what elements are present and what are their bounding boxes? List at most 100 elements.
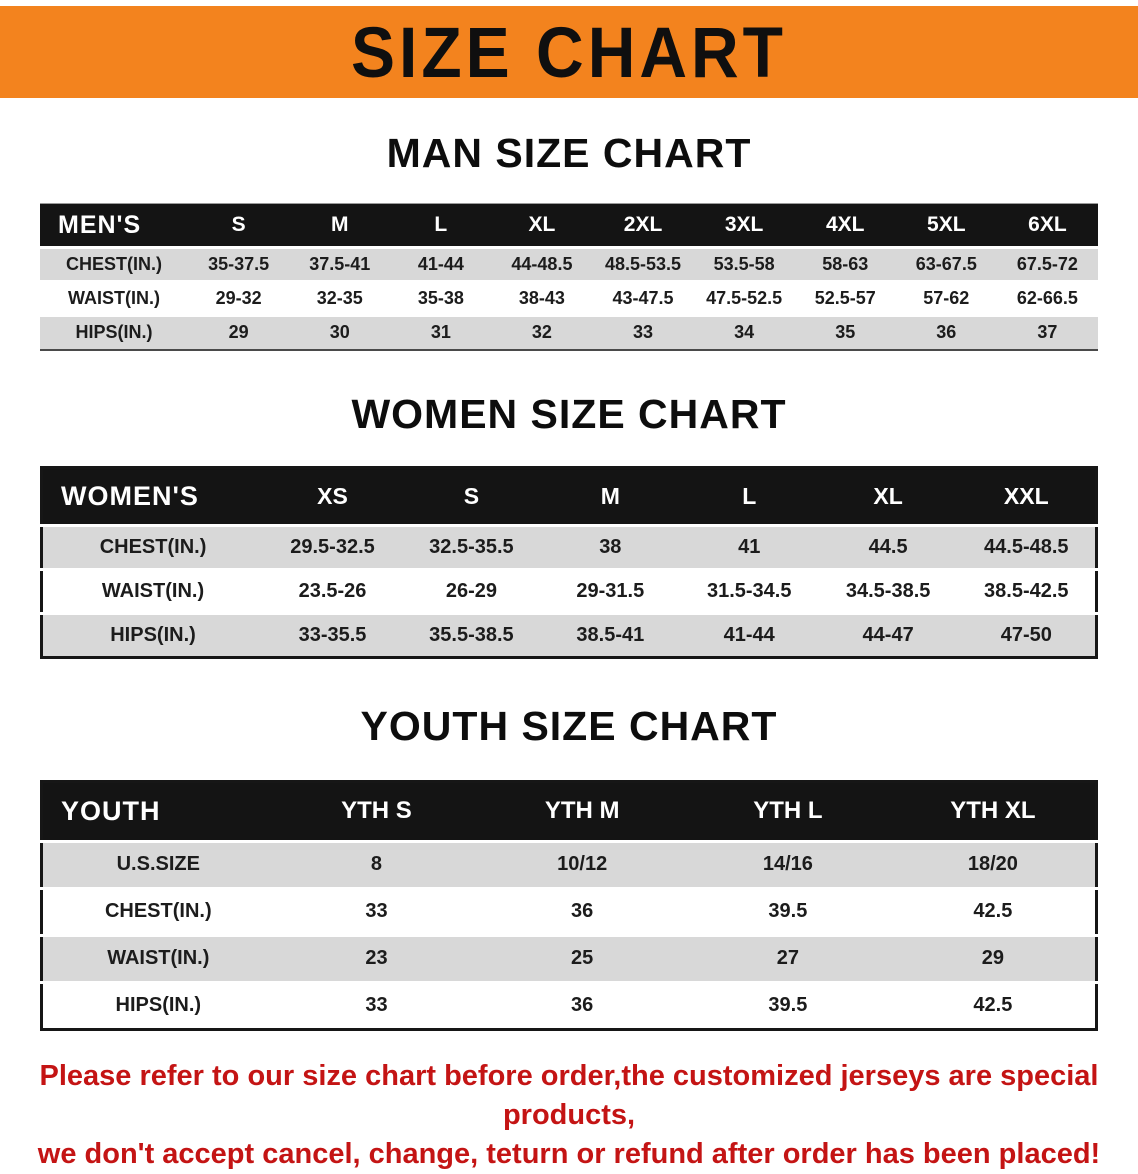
value-cell: 32.5-35.5 (429, 535, 514, 558)
value-cell: 44-48.5 (511, 254, 573, 274)
value-cell: 63-67.5 (915, 254, 977, 274)
value-cell: 33-35.5 (298, 623, 367, 646)
value-cell: 23 (365, 947, 388, 969)
value-cell: 37 (1037, 322, 1058, 343)
row-label-cell: HIPS(IN.) (110, 623, 196, 646)
value-cell: 32-35 (316, 288, 363, 308)
value-cell: 29 (981, 947, 1004, 969)
value-cell: 32 (531, 322, 552, 343)
value-cell: 35-37.5 (208, 254, 270, 274)
value-cell: 33 (365, 994, 388, 1016)
size-header-cell: 5XL (895, 203, 997, 248)
value-cell: 47-50 (1000, 623, 1052, 646)
table-row: HIPS(IN.) 33-35.5 35.5-38.5 38.5-41 41-44 44-… (41, 613, 1097, 657)
size-header-cell: YTH L (685, 781, 891, 841)
table-row: HIPS(IN.) 29 30 31 32 33 34 35 36 37 (40, 315, 1098, 350)
value-cell: 8 (370, 853, 383, 875)
value-cell: 14/16 (762, 853, 813, 875)
value-cell: 47.5-52.5 (706, 288, 783, 308)
size-header-cell: YTH M (479, 781, 686, 841)
size-header-cell: L (390, 203, 492, 248)
value-cell: 29.5-32.5 (290, 535, 375, 558)
value-cell: 44.5-48.5 (984, 535, 1069, 558)
table-header-row: YOUTH YTH S YTH M YTH L YTH XL (41, 781, 1097, 841)
value-cell: 36 (571, 900, 594, 922)
size-header-cell: YTH S (273, 781, 480, 841)
size-header-cell: XXL (957, 467, 1097, 525)
youth-size-table: YOUTH YTH S YTH M YTH L YTH XL U.S.SIZE 8 10/12… (40, 779, 1098, 1031)
value-cell: 29-32 (215, 288, 262, 308)
size-header-cell: 2XL (592, 203, 694, 248)
value-cell: 38 (599, 535, 622, 558)
value-cell: 30 (329, 322, 350, 343)
value-cell: 44-47 (862, 623, 914, 646)
row-label-cell: U.S.SIZE (116, 853, 200, 875)
value-cell: 31 (430, 322, 451, 343)
value-cell: 31.5-34.5 (706, 579, 792, 602)
table-row: U.S.SIZE 8 10/12 14/16 18/20 (41, 841, 1097, 888)
disclaimer-line-2: we don't accept cancel, change, teturn o… (37, 1137, 1101, 1170)
row-label-cell: CHEST(IN.) (66, 254, 163, 274)
value-cell: 36 (936, 322, 957, 343)
value-cell: 34 (734, 322, 755, 343)
value-cell: 44.5 (868, 535, 908, 558)
value-cell: 62-66.5 (1016, 288, 1078, 308)
table-row: CHEST(IN.) 29.5-32.5 32.5-35.5 38 41 44.5 44.5… (41, 525, 1097, 569)
size-header-cell: M (289, 203, 391, 248)
table-row: WAIST(IN.) 29-32 32-35 35-38 38-43 43-47.5 47.… (40, 281, 1098, 316)
value-cell: 53.5-58 (713, 254, 775, 274)
value-cell: 37.5-41 (309, 254, 371, 274)
table-row: HIPS(IN.) 33 36 39.5 42.5 (41, 982, 1097, 1029)
table-row: CHEST(IN.) 33 36 39.5 42.5 (41, 888, 1097, 935)
table-title-cell: YOUTH (41, 781, 274, 841)
size-header-cell: 4XL (794, 203, 896, 248)
value-cell: 57-62 (923, 288, 970, 308)
value-cell: 35.5-38.5 (429, 623, 514, 646)
value-cell: 23.5-26 (298, 579, 367, 602)
value-cell: 38-43 (518, 288, 565, 308)
table-row: WAIST(IN.) 23 25 27 29 (41, 935, 1097, 982)
row-label-cell: CHEST(IN.) (104, 900, 212, 922)
value-cell: 42.5 (973, 994, 1013, 1016)
value-cell: 39.5 (768, 900, 808, 922)
value-cell: 41 (738, 535, 761, 558)
value-cell: 33 (365, 900, 388, 922)
table-header-row: MEN'S S M L XL 2XL 3XL 4XL 5XL 6XL (40, 203, 1098, 248)
value-cell: 27 (776, 947, 800, 969)
value-cell: 67.5-72 (1016, 254, 1078, 274)
value-cell: 29-31.5 (576, 579, 645, 602)
value-cell: 36 (571, 994, 594, 1016)
size-header-cell: 6XL (996, 203, 1098, 248)
row-label-cell: WAIST(IN.) (101, 579, 205, 602)
table-title-cell: MEN'S (40, 203, 189, 248)
size-header-cell: XL (818, 467, 958, 525)
table-header-row: WOMEN'S XS S M L XL XXL (41, 467, 1097, 525)
value-cell: 38.5-42.5 (984, 579, 1069, 602)
row-label-cell: HIPS(IN.) (115, 994, 202, 1016)
women-size-chart-heading: WOMEN SIZE CHART (351, 390, 787, 437)
youth-size-chart-heading: YOUTH SIZE CHART (360, 702, 778, 749)
value-cell: 41-44 (723, 623, 775, 646)
table-title-cell: WOMEN'S (41, 467, 264, 525)
value-cell: 33 (633, 322, 654, 343)
size-header-cell: 3XL (693, 203, 795, 248)
size-header-cell: YTH XL (890, 781, 1097, 841)
men-size-table: MEN'S S M L XL 2XL 3XL 4XL 5XL 6XL CHEST(IN.) 35-37… (40, 203, 1098, 351)
disclaimer-text: Please refer to our size chart before or… (0, 1057, 1138, 1174)
value-cell: 43-47.5 (612, 288, 674, 308)
row-label-cell: CHEST(IN.) (99, 535, 207, 558)
value-cell: 29 (228, 322, 249, 343)
value-cell: 42.5 (973, 900, 1013, 922)
value-cell: 35 (835, 322, 856, 343)
value-cell: 52.5-57 (814, 288, 876, 308)
size-header-cell: S (188, 203, 290, 248)
value-cell: 35-38 (417, 288, 464, 308)
value-cell: 58-63 (822, 254, 869, 274)
value-cell: 41-44 (417, 254, 464, 274)
size-header-cell: L (679, 467, 819, 525)
man-size-chart-heading: MAN SIZE CHART (386, 130, 752, 176)
value-cell: 48.5-53.5 (605, 254, 682, 274)
row-label-cell: WAIST(IN.) (107, 947, 210, 969)
size-chart-banner: SIZE CHART (0, 6, 1138, 98)
value-cell: 39.5 (768, 994, 808, 1016)
